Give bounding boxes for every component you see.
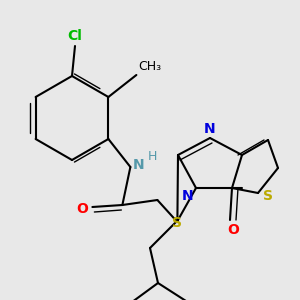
- Text: N: N: [182, 189, 194, 203]
- Text: S: S: [263, 189, 273, 203]
- Text: H: H: [148, 151, 157, 164]
- Text: O: O: [227, 223, 239, 237]
- Text: Cl: Cl: [68, 29, 82, 43]
- Text: N: N: [133, 158, 144, 172]
- Text: O: O: [76, 202, 88, 216]
- Text: S: S: [172, 216, 182, 230]
- Text: CH₃: CH₃: [138, 61, 161, 74]
- Text: N: N: [204, 122, 216, 136]
